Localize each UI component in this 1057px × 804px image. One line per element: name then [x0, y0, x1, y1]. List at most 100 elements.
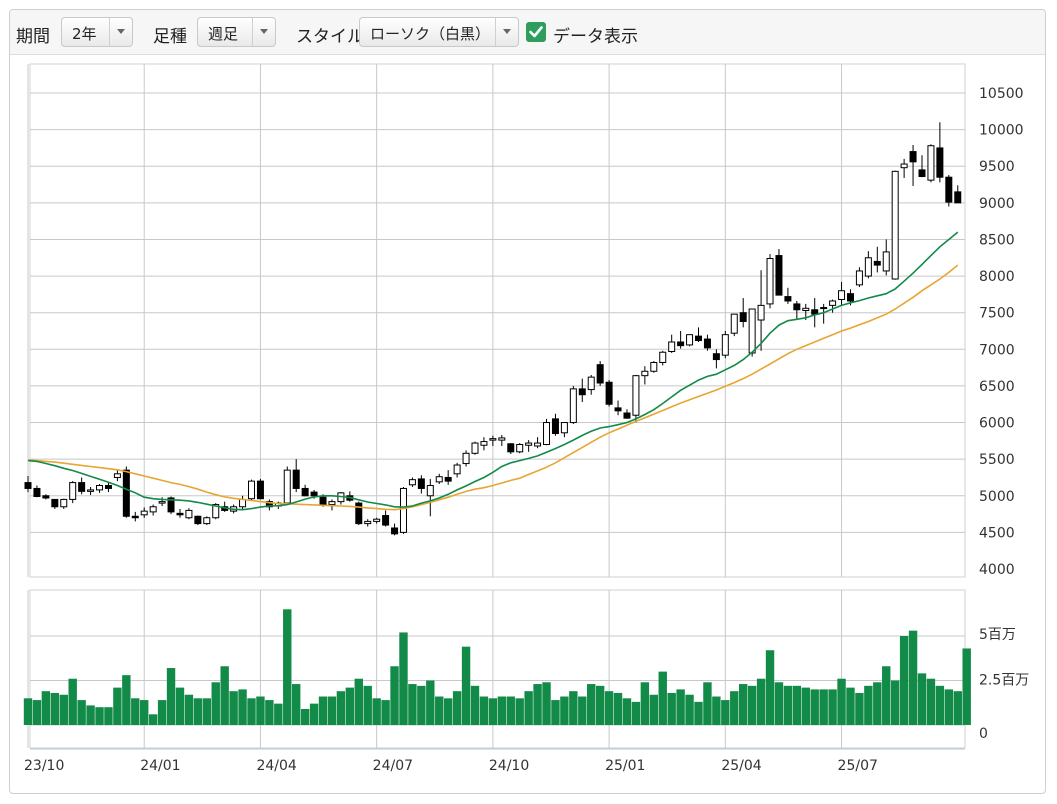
volume-bar [354, 678, 363, 725]
candle-body [444, 476, 452, 482]
candle-body [846, 293, 854, 302]
volume-bar [292, 684, 301, 725]
volume-bar [390, 666, 399, 725]
volume-bar [506, 696, 515, 725]
volume-bar [23, 698, 33, 725]
volume-bar [604, 691, 614, 725]
volume-bar [551, 700, 560, 725]
candle-body [909, 151, 917, 163]
volume-bar [739, 684, 748, 725]
show-data-checkbox[interactable] [526, 22, 546, 42]
candlesticks [24, 122, 962, 536]
volume-bar [77, 700, 86, 725]
volume-bar [747, 685, 757, 725]
interval-label: 足種 [153, 27, 187, 47]
interval-select[interactable]: 週足 [197, 17, 276, 47]
volume-bar [676, 689, 685, 725]
candle-body [104, 485, 112, 489]
candle-body [659, 351, 667, 363]
period-select[interactable]: 2年 [61, 17, 133, 47]
volume-bar [882, 666, 891, 725]
chevron-down-icon [252, 18, 275, 46]
volume-bar [694, 701, 703, 725]
volume-bar [908, 630, 918, 725]
volume-bar [873, 682, 882, 725]
candle-body [319, 496, 327, 506]
volume-bar [819, 689, 828, 725]
volume-bar [50, 692, 60, 725]
volume-bar [300, 708, 310, 725]
volume-bar [792, 685, 802, 725]
candle-body [185, 509, 193, 519]
volume-bar [944, 689, 954, 725]
candle-body [695, 335, 702, 342]
volume-bar [774, 682, 784, 725]
volume-bar [667, 692, 676, 725]
style-select[interactable]: ローソク（白黒） [359, 17, 519, 47]
price-tick-label: 8000 [979, 269, 1015, 285]
candle-body [78, 482, 86, 492]
candle-body [954, 191, 962, 204]
volume-bar [524, 691, 533, 725]
candle-body [927, 145, 935, 181]
candle-body [551, 418, 559, 435]
price-tick-label: 4000 [979, 562, 1015, 578]
volume-bar [533, 684, 542, 725]
price-tick-label: 9000 [979, 196, 1015, 212]
volume-bar [95, 707, 104, 725]
volume-bar [658, 671, 667, 725]
volume-bar [318, 696, 328, 725]
date-tick-label: 24/04 [256, 758, 296, 774]
candle-body [864, 257, 872, 277]
volume-bar [68, 678, 77, 725]
candle-body [560, 422, 568, 434]
stock-chart[interactable]: 10500 10000 9500 9000 8500 8000 7500 7000 6500 60… [10, 10, 1045, 793]
volume-bar [765, 650, 775, 725]
chevron-down-icon [109, 18, 132, 46]
candle-body [686, 334, 694, 346]
candle-body [712, 353, 720, 361]
candle-body [239, 498, 247, 508]
volume-bar [622, 698, 632, 725]
volume-bar [721, 700, 730, 725]
price-tick-label: 6500 [979, 379, 1015, 395]
volume-bar [828, 689, 837, 725]
volume-bar [613, 692, 623, 725]
candle-body [757, 304, 765, 321]
volume-bar [399, 632, 408, 725]
candle-body [855, 270, 863, 286]
date-axis-labels: 23/10 24/01 24/04 24/07 24/10 25/01 25/04 25/07 [24, 758, 878, 774]
date-tick-label: 25/01 [605, 758, 645, 774]
volume-bar [32, 700, 42, 725]
candle-body [766, 258, 774, 305]
volume-bar [113, 687, 122, 725]
moving-average-long-line [27, 264, 959, 511]
volume-bar [640, 682, 650, 725]
volume-bar [59, 694, 68, 725]
candle-body [775, 255, 783, 296]
volume-bar [801, 687, 810, 725]
volume-bar [372, 698, 381, 725]
chart-toolbar: 期間 2年 足種 週足 スタイル ローソク（白黒） データ表示 [10, 10, 1045, 55]
candle-body [256, 480, 264, 500]
volume-bar [756, 678, 766, 725]
candle-body [364, 520, 372, 525]
candle-body [918, 169, 926, 177]
volume-bar [578, 696, 587, 725]
volume-bar [309, 703, 319, 725]
candle-body [248, 480, 255, 500]
candle-body [614, 407, 622, 412]
volume-bar [846, 687, 855, 725]
volume-tick-label: 5百万 [979, 627, 1016, 643]
volume-bar [211, 682, 220, 725]
volume-bar [470, 685, 480, 725]
candle-body [480, 441, 488, 446]
candle-body [167, 497, 175, 513]
candle-body [301, 487, 309, 497]
candle-body [668, 341, 676, 353]
candle-body [176, 512, 184, 516]
candle-body [891, 170, 899, 280]
volume-bar [443, 698, 453, 725]
candle-body [900, 163, 908, 169]
volume-bar [953, 691, 962, 725]
